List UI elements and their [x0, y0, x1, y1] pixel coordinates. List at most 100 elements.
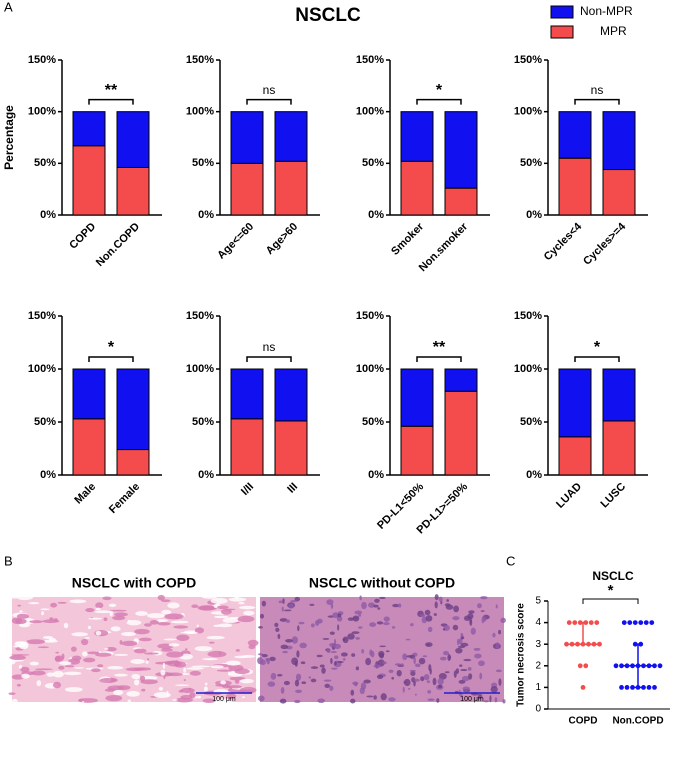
tissue-texture — [326, 648, 331, 654]
tissue-texture — [405, 638, 411, 641]
tissue-texture — [368, 602, 375, 608]
significance-label: * — [608, 582, 614, 599]
tissue-texture — [114, 673, 128, 677]
tissue-texture — [170, 620, 189, 624]
tissue-texture — [436, 698, 440, 703]
tissue-texture — [180, 631, 198, 634]
tissue-texture — [359, 595, 362, 601]
tissue-texture — [199, 605, 218, 611]
tissue-texture — [31, 670, 46, 676]
tissue-texture — [317, 698, 325, 703]
tissue-texture — [329, 631, 335, 635]
tissue-texture — [453, 605, 460, 613]
bar-segment — [602, 169, 636, 216]
tissue-texture — [500, 617, 506, 624]
significance-label: ** — [433, 339, 446, 356]
tissue-texture — [483, 700, 490, 703]
data-point — [580, 685, 586, 690]
x-tick-label: LUSC — [599, 481, 629, 511]
tissue-texture — [96, 664, 104, 668]
tissue-texture — [20, 666, 30, 673]
legend-swatch — [550, 25, 574, 39]
tissue-texture — [18, 623, 31, 628]
tissue-texture — [26, 639, 45, 645]
tissue-texture — [82, 651, 88, 657]
bar-segment — [116, 111, 150, 168]
tissue-texture — [438, 596, 443, 602]
significance-bracket — [416, 356, 462, 362]
tissue-texture — [380, 693, 387, 701]
tissue-texture — [52, 681, 62, 689]
tissue-texture — [342, 636, 349, 644]
tissue-texture — [492, 632, 496, 638]
tissue-texture — [456, 638, 460, 646]
tissue-texture — [213, 624, 221, 627]
tissue-texture — [212, 698, 232, 704]
tissue-texture — [64, 665, 75, 668]
tissue-texture — [460, 636, 465, 640]
significance-bracket — [246, 98, 292, 105]
tissue-texture — [366, 695, 374, 698]
x-tick-label: Non.COPD — [612, 716, 663, 727]
significance-label: * — [594, 339, 601, 356]
x-tick-label: Age>60 — [264, 221, 300, 257]
tissue-texture — [40, 608, 50, 611]
tissue-texture — [460, 642, 469, 647]
tissue-texture — [334, 661, 337, 666]
tissue-texture — [228, 671, 231, 676]
tissue-texture — [145, 660, 149, 664]
tissue-texture — [225, 693, 237, 700]
tissue-texture — [201, 595, 218, 599]
tissue-texture — [409, 654, 415, 659]
tissue-texture — [274, 622, 279, 628]
tissue-texture — [206, 635, 225, 640]
y-tick-label: 50% — [520, 157, 542, 169]
tissue-texture — [363, 679, 371, 684]
tissue-texture — [126, 619, 142, 626]
tissue-texture — [414, 693, 417, 696]
tissue-texture — [365, 657, 372, 666]
data-point — [627, 620, 633, 625]
tissue-texture — [329, 685, 334, 691]
tissue-texture — [278, 600, 283, 604]
tissue-texture — [69, 599, 87, 604]
tissue-texture — [55, 651, 60, 654]
x-tick-label: I/II — [239, 481, 256, 498]
tissue-texture — [135, 611, 148, 616]
tissue-texture — [134, 628, 150, 635]
data-point — [632, 620, 638, 625]
tissue-texture — [418, 657, 426, 665]
tissue-texture — [71, 632, 88, 637]
tissue-texture — [452, 616, 460, 621]
tissue-texture — [29, 661, 39, 666]
tissue-texture — [58, 665, 65, 670]
tissue-texture — [299, 642, 307, 649]
tissue-texture — [112, 615, 126, 621]
tissue-texture — [420, 676, 425, 682]
tissue-texture — [59, 661, 72, 666]
tissue-texture — [455, 647, 463, 654]
y-tick-label: 0 — [535, 704, 541, 715]
x-tick-label: LUAD — [554, 481, 584, 511]
y-tick-label: 0% — [526, 209, 542, 221]
tissue-texture — [19, 610, 23, 613]
tissue-texture — [144, 652, 159, 655]
tissue-texture — [288, 603, 295, 609]
tissue-texture — [330, 650, 337, 654]
tissue-texture — [379, 596, 386, 600]
tissue-texture — [175, 697, 193, 703]
tissue-texture — [467, 666, 472, 671]
tissue-texture — [428, 664, 432, 671]
tissue-texture — [355, 666, 360, 671]
tissue-texture — [459, 664, 463, 667]
tissue-texture — [234, 679, 240, 684]
y-tick-label: 50% — [362, 416, 384, 428]
tissue-texture — [127, 699, 131, 704]
tissue-texture — [243, 610, 255, 616]
x-tick-label: Age<=60 — [215, 221, 256, 262]
tissue-texture — [42, 635, 53, 639]
tissue-texture — [16, 594, 34, 601]
data-point — [657, 663, 663, 669]
scale-bar-label: 100 μm — [460, 696, 484, 703]
significance-label: ns — [263, 83, 276, 97]
